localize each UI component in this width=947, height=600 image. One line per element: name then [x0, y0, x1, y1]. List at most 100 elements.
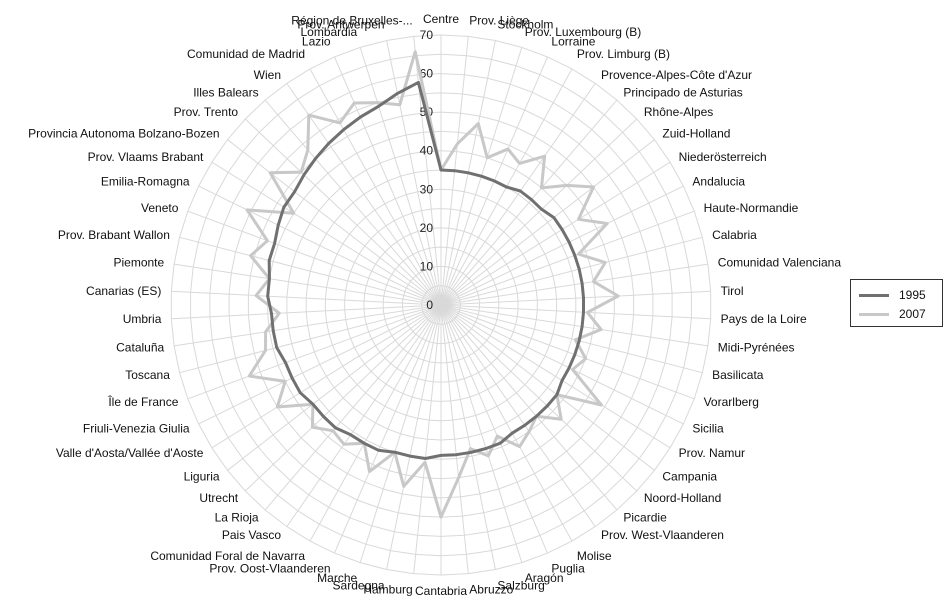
- grid-spoke: [440, 304, 469, 574]
- category-label: Salzburg: [497, 578, 544, 592]
- category-label: Lorraine: [551, 35, 595, 49]
- grid-spoke: [198, 185, 442, 306]
- category-label: Pais Vasco: [222, 528, 281, 542]
- category-label: Picardie: [623, 511, 667, 525]
- radial-tick-label: 60: [420, 67, 434, 81]
- category-label: Principado de Asturias: [623, 86, 742, 100]
- grid-spoke: [211, 161, 442, 306]
- category-label: Hamburg: [363, 583, 412, 597]
- category-label: Pays de la Loire: [721, 312, 807, 326]
- grid-spoke: [440, 304, 523, 563]
- category-label: Vorarlberg: [704, 395, 759, 409]
- grid-spoke: [359, 47, 442, 306]
- category-label: Canarias (ES): [86, 284, 161, 298]
- category-label: Lombardia: [300, 25, 357, 39]
- grid-spoke: [440, 304, 496, 570]
- grid-spoke: [440, 99, 618, 306]
- grid-spoke: [440, 290, 711, 306]
- category-label: Prov. Luxembourg (B): [525, 25, 642, 39]
- grid-spoke: [440, 304, 684, 425]
- grid-spoke: [440, 304, 711, 320]
- category-label: Molise: [577, 549, 612, 563]
- grid-spoke: [198, 304, 442, 425]
- legend-item-series-2: 2007: [859, 307, 926, 321]
- category-label: Niederösterreich: [679, 150, 767, 164]
- category-label: Prov. Antwerpen: [297, 18, 384, 32]
- grid-spoke: [227, 139, 442, 306]
- category-label: Prov. Namur: [679, 446, 745, 460]
- grid-spoke: [440, 304, 708, 347]
- grid-spoke: [440, 304, 671, 449]
- category-label: Prov. Vlaams Brabant: [88, 150, 204, 164]
- legend-swatch-series-1: [859, 293, 889, 297]
- category-label: Prov. Brabant Wallon: [58, 228, 170, 242]
- category-label: Prov. Trento: [174, 105, 239, 119]
- legend-swatch-series-2: [859, 312, 889, 316]
- category-label: La Rioja: [215, 511, 259, 525]
- category-label: Abruzzo: [469, 583, 513, 597]
- grid-spoke: [286, 83, 442, 306]
- category-label: Andalucia: [692, 175, 745, 189]
- grid-spoke: [413, 304, 442, 574]
- radial-tick-label: 20: [420, 221, 434, 235]
- category-label: Midi-Pyrénées: [718, 340, 795, 354]
- category-label: Toscana: [125, 368, 170, 382]
- category-label: Zuid-Holland: [662, 127, 730, 141]
- category-label: Cataluña: [116, 340, 164, 354]
- grid-spokes: [171, 35, 711, 575]
- grid-spoke: [244, 118, 442, 306]
- category-label: Région de Bruxelles-...: [291, 13, 412, 27]
- category-label: Puglia: [551, 561, 585, 575]
- category-label: Provincia Autonoma Bolzano-Bozen: [28, 127, 219, 141]
- category-label: Aragón: [525, 571, 564, 585]
- radial-tick-label: 70: [420, 28, 434, 42]
- category-label: Provence-Alpes-Côte d'Azur: [601, 68, 752, 82]
- grid-spoke: [334, 304, 442, 554]
- category-label: Valle d'Aosta/Vallée d'Aoste: [56, 446, 204, 460]
- grid-spoke: [440, 161, 671, 306]
- grid-spoke: [440, 236, 703, 306]
- category-label: Wien: [254, 68, 281, 82]
- legend: 1995 2007: [850, 279, 943, 327]
- category-label: Veneto: [141, 201, 179, 215]
- grid-spoke: [440, 304, 548, 554]
- category-label: Comunidad de Madrid: [187, 47, 305, 61]
- grid-spoke: [440, 304, 573, 542]
- legend-label-series-1: 1995: [899, 288, 926, 302]
- grid-spoke: [171, 304, 442, 320]
- grid-spoke: [440, 304, 695, 400]
- grid-spoke: [211, 304, 442, 449]
- grid-spoke: [440, 118, 638, 306]
- grid-spoke: [440, 304, 618, 511]
- radial-tick-label: 0: [426, 298, 433, 312]
- category-label: Prov. Oost-Vlaanderen: [209, 561, 330, 575]
- radial-tick-label: 40: [420, 144, 434, 158]
- grid-spoke: [179, 236, 442, 306]
- category-label: Campania: [662, 469, 717, 483]
- grid-spoke: [227, 304, 442, 471]
- grid-spoke: [386, 40, 442, 306]
- category-label: Comunidad Foral de Navarra: [150, 549, 305, 563]
- grid-spoke: [174, 263, 442, 306]
- radial-tick-label: 10: [420, 259, 434, 273]
- grid-spoke: [264, 99, 442, 306]
- grid-spoke: [187, 210, 442, 306]
- grid-spoke: [440, 210, 695, 306]
- category-label: Noord-Holland: [644, 491, 721, 505]
- grid-spoke: [440, 263, 708, 306]
- category-label: Cantabria: [415, 584, 467, 598]
- category-label: Emilia-Romagna: [101, 175, 190, 189]
- series-line-2007: [245, 50, 620, 519]
- grid-spoke: [309, 304, 442, 542]
- grid-spoke: [440, 304, 655, 471]
- category-label: Prov. Limburg (B): [577, 47, 670, 61]
- grid-spoke: [440, 304, 638, 492]
- category-label: Sicilia: [692, 421, 724, 435]
- grid-spoke: [244, 304, 442, 492]
- grid-spoke: [174, 304, 442, 347]
- radial-tick-label: 30: [420, 182, 434, 196]
- category-label: Stockholm: [497, 18, 553, 32]
